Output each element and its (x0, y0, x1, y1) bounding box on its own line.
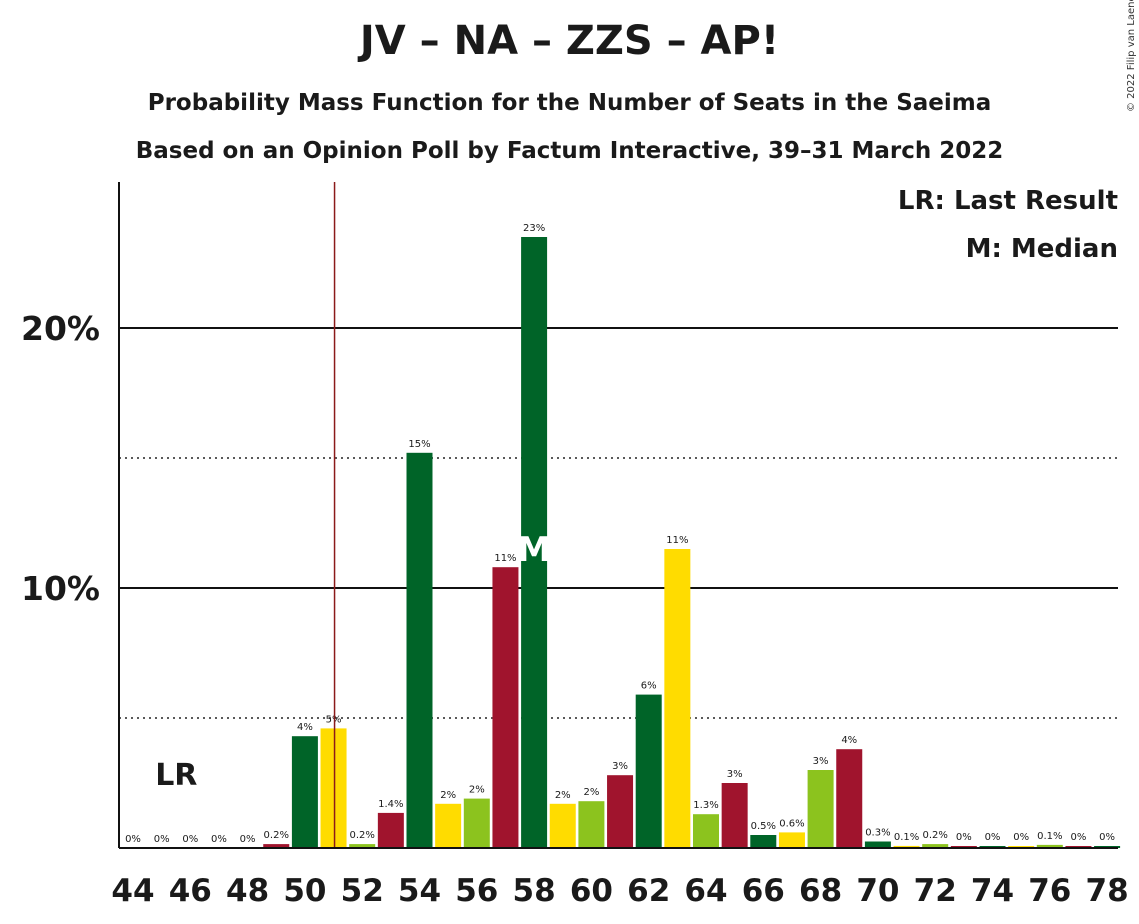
bar-value-label: 6% (641, 681, 657, 692)
bar-seat-62 (635, 694, 662, 848)
bar-value-label: 0.1% (894, 832, 919, 843)
bar-value-label: 0.2% (264, 830, 289, 841)
bar-value-label: 0% (985, 832, 1001, 843)
bar-value-label: 1.3% (693, 800, 718, 811)
x-tick-label: 68 (799, 873, 842, 909)
bar-value-label: 4% (841, 735, 857, 746)
bar-value-label: 11% (666, 535, 688, 546)
bar-seat-76 (1036, 844, 1063, 848)
bar-value-label: 3% (727, 769, 743, 780)
bar-value-label: 0% (154, 834, 170, 845)
bar-seat-54 (406, 452, 433, 848)
bar-value-label: 15% (408, 439, 430, 450)
x-tick-label: 64 (684, 873, 727, 909)
bar-seat-55 (435, 803, 462, 848)
bar-seat-71 (893, 845, 920, 848)
bar-seat-70 (864, 841, 891, 848)
bar-seat-64 (693, 814, 719, 848)
bar-value-label: 0% (1071, 832, 1087, 843)
bar-value-label: 0% (1099, 832, 1115, 843)
bar-value-label: 2% (469, 785, 485, 796)
last-result-marker: LR (155, 758, 197, 793)
x-tick-label: 56 (455, 873, 498, 909)
legend-last-result: LR: Last Result (897, 186, 1118, 216)
bar-value-label: 0% (1013, 832, 1029, 843)
bar-seat-50 (291, 736, 318, 848)
bar-value-label: 0% (125, 834, 141, 845)
bar-seat-49 (263, 844, 290, 848)
x-tick-label: 46 (169, 873, 212, 909)
x-tick-label: 50 (283, 873, 326, 909)
bar-seat-59 (549, 803, 576, 848)
bar-value-label: 3% (612, 761, 628, 772)
x-tick-label: 52 (341, 873, 384, 909)
bar-seat-61 (607, 775, 634, 848)
bar-seat-53 (377, 812, 404, 848)
chart-title: JV – NA – ZZS – AP! (359, 18, 780, 64)
bar-seat-57 (492, 567, 519, 848)
x-tick-label: 54 (398, 873, 441, 909)
bar-seat-68 (807, 770, 834, 848)
x-tick-label: 76 (1028, 873, 1071, 909)
bar-value-label: 0% (240, 834, 256, 845)
x-tick-label: 72 (914, 873, 957, 909)
bar-seat-60 (578, 801, 605, 848)
bar-seat-63 (664, 549, 691, 848)
x-tick-label: 78 (1086, 873, 1129, 909)
chart-source-line: Based on an Opinion Poll by Factum Inter… (135, 138, 1004, 164)
bar-value-label: 23% (523, 223, 545, 234)
bar-value-label: 0.1% (1037, 831, 1062, 842)
bar-value-label: 0.2% (922, 830, 947, 841)
chart-subtitle: Probability Mass Function for the Number… (147, 90, 992, 116)
bar-value-label: 0.2% (349, 830, 374, 841)
bar-value-label: 0% (211, 834, 227, 845)
bar-seat-56 (463, 798, 490, 848)
bar-value-label: 5% (326, 714, 342, 725)
bar-value-label: 4% (297, 722, 313, 733)
x-tick-label: 70 (856, 873, 899, 909)
x-tick-label: 48 (226, 873, 269, 909)
x-tick-label: 58 (513, 873, 556, 909)
y-tick-label: 20% (21, 309, 100, 348)
bar-value-label: 2% (440, 790, 456, 801)
bar-value-label: 0.6% (779, 818, 804, 829)
bar-value-label: 11% (494, 553, 516, 564)
median-marker: M (517, 530, 551, 570)
legend-median: M: Median (965, 234, 1118, 264)
bar-value-label: 3% (813, 756, 829, 767)
x-tick-label: 60 (570, 873, 613, 909)
bar-seat-66 (750, 835, 777, 848)
bar-value-label: 1.4% (378, 799, 403, 810)
bar-value-label: 2% (583, 787, 599, 798)
x-tick-label: 66 (742, 873, 785, 909)
bar-seat-52 (349, 844, 376, 848)
bar-value-label: 0.3% (865, 828, 890, 839)
bar-seat-69 (836, 749, 863, 848)
bar-seat-72 (922, 844, 949, 848)
x-tick-label: 74 (971, 873, 1014, 909)
bar-seat-51 (320, 728, 347, 848)
x-tick-label: 62 (627, 873, 670, 909)
bar-seat-67 (778, 832, 805, 848)
bar-value-label: 0% (182, 834, 198, 845)
y-tick-label: 10% (21, 569, 100, 608)
x-tick-label: 44 (111, 873, 154, 909)
bar-value-label: 0% (956, 832, 972, 843)
bar-value-label: 0.5% (751, 821, 776, 832)
bar-seat-58 (521, 237, 548, 848)
bar-value-label: 2% (555, 790, 571, 801)
bar-seat-65 (721, 783, 748, 848)
